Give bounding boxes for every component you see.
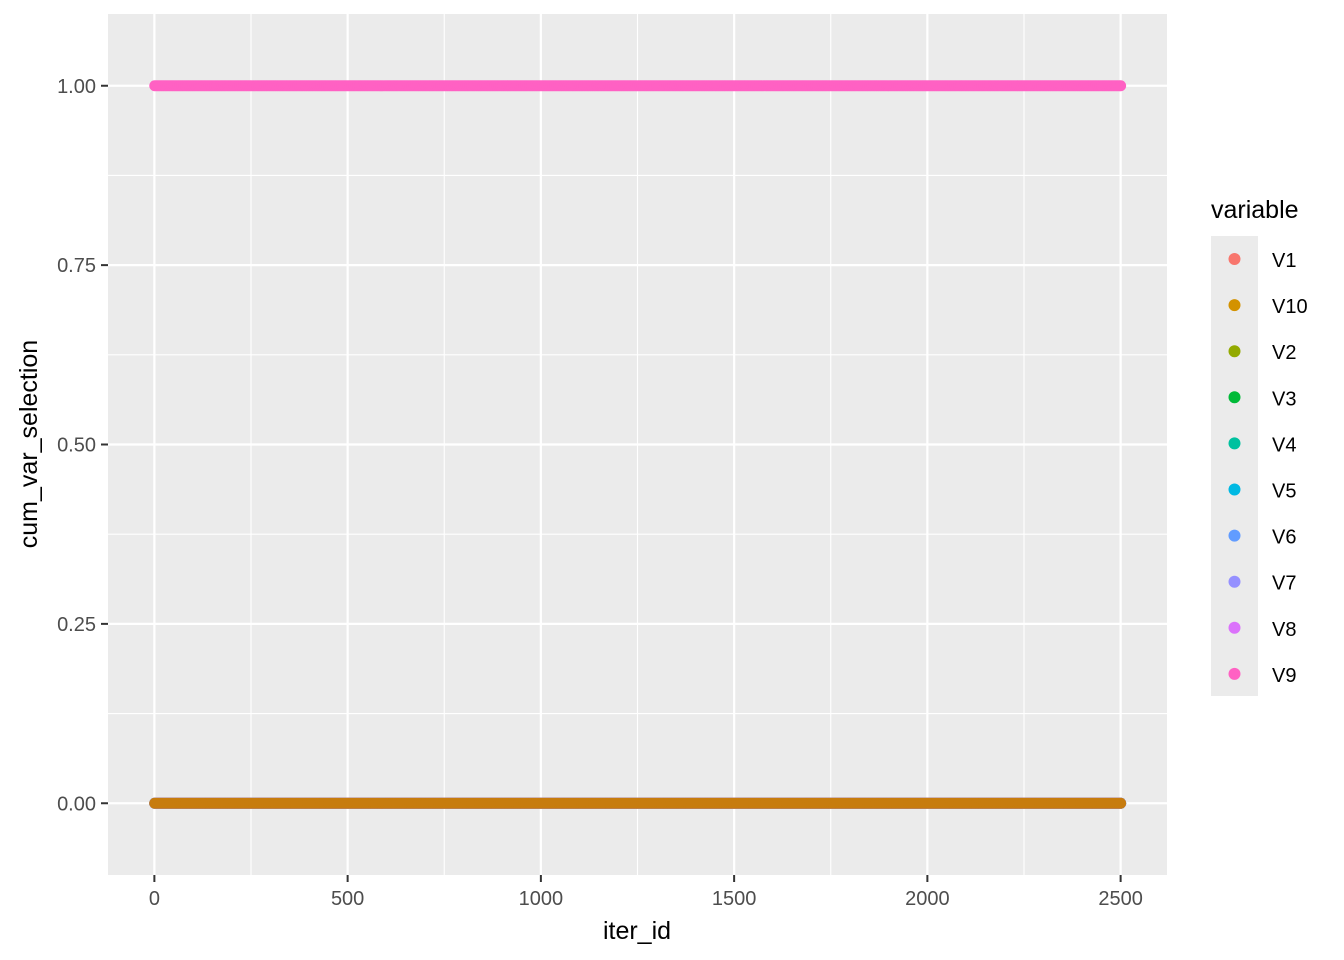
series-V10 (149, 797, 1127, 809)
data-points (149, 80, 1127, 809)
series-V9 (149, 80, 1127, 92)
data-point (1115, 797, 1127, 809)
